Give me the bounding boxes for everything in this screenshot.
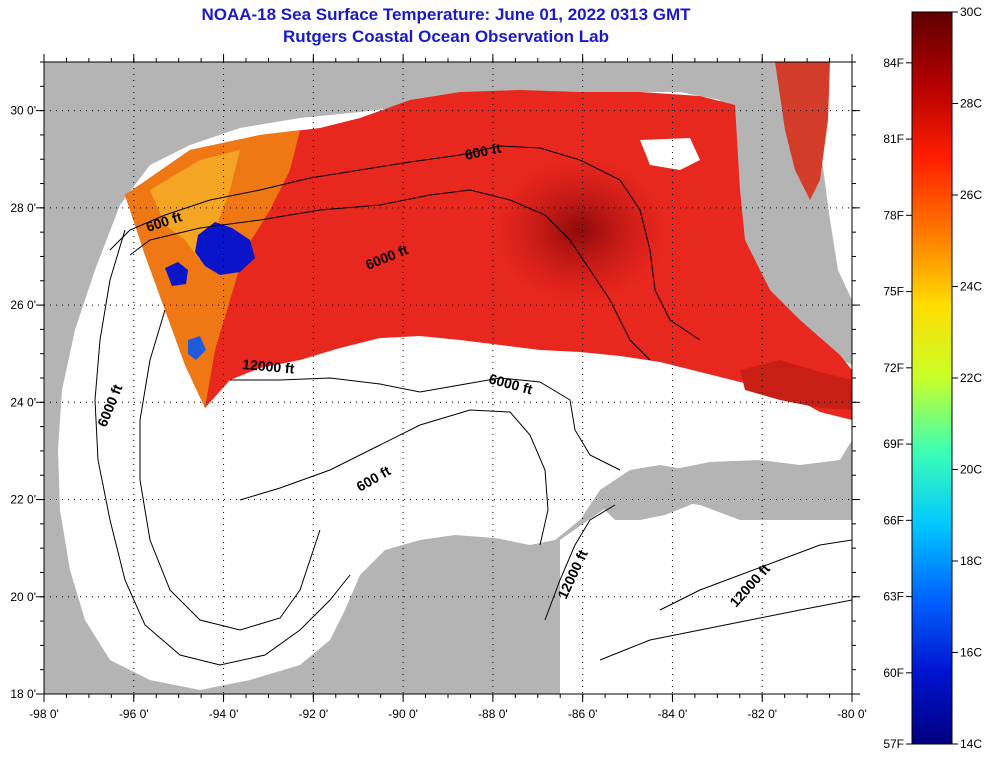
map-panel: 600 ft 600 ft 600 ft 6000 ft 6000 ft 600… (44, 62, 852, 694)
colorbar-c-label: 22C (960, 371, 982, 385)
isobath-campeche (239, 409, 549, 546)
y-tick-label: 28 0' (10, 201, 36, 215)
colorbar: 30C 28C 26C 24C 22C 20C 18C 16C 14C 84F 81F 78F 75F… (883, 5, 982, 751)
x-tick-label: -96 0' (119, 707, 149, 721)
y-tick-label: 22 0' (10, 493, 36, 507)
colorbar-f-label: 78F (883, 208, 904, 222)
colorbar-f-label: 60F (883, 666, 904, 680)
isobath-lines (94, 145, 852, 666)
y-tick-label: 18 0' (10, 687, 36, 701)
colorbar-c-label: 28C (960, 97, 982, 111)
colorbar-celsius-labels: 30C 28C 26C 24C 22C 20C 18C 16C 14C (952, 5, 982, 751)
colorbar-ramp (911, 11, 953, 745)
x-axis-labels: -98 0' -96 0' -94 0' -92 0' -90 0' -88 0' -86 … (29, 707, 867, 721)
loop-current-eddy (490, 155, 670, 305)
isobath-600-north (109, 145, 701, 341)
colorbar-f-label: 66F (883, 513, 904, 527)
colorbar-f-label: 75F (883, 285, 904, 299)
map-title-block: NOAA-18 Sea Surface Temperature: June 01… (40, 4, 852, 48)
sst-swath (125, 90, 852, 420)
y-tick-label: 26 0' (10, 298, 36, 312)
isobath-caribbean-2 (599, 599, 852, 661)
isobath-west-deep (139, 309, 321, 631)
x-tick-label: -92 0' (299, 707, 329, 721)
y-axis-labels: 18 0' 20 0' 22 0' 24 0' 26 0' 28 0' 30 0' (10, 104, 36, 701)
colorbar-f-label: 69F (883, 437, 904, 451)
colorbar-f-label: 81F (883, 132, 904, 146)
y-axis-ticks (36, 61, 860, 695)
colorbar-c-label: 16C (960, 646, 982, 660)
colorbar-c-label: 18C (960, 554, 982, 568)
caribbean-water (560, 500, 852, 694)
isobath-label: 12000 ft (242, 356, 296, 377)
x-tick-label: -80 0' (837, 707, 867, 721)
x-tick-label: -88 0' (478, 707, 508, 721)
x-tick-label: -82 0' (747, 707, 777, 721)
map-subtitle: Rutgers Coastal Ocean Observation Lab (283, 27, 609, 46)
isobath-yucatan-channel (544, 504, 616, 621)
colorbar-f-label: 84F (883, 56, 904, 70)
x-axis-ticks (43, 54, 853, 702)
atlantic-strip (822, 62, 852, 300)
colorbar-c-label: 20C (960, 463, 982, 477)
y-tick-label: 30 0' (10, 104, 36, 118)
y-tick-label: 20 0' (10, 590, 36, 604)
florida-coast-sst (775, 62, 830, 200)
map-title: NOAA-18 Sea Surface Temperature: June 01… (201, 5, 691, 24)
colorbar-f-label: 57F (883, 737, 904, 751)
x-tick-label: -84 0' (658, 707, 688, 721)
colorbar-c-label: 24C (960, 280, 982, 294)
isobath-label: 600 ft (463, 140, 502, 163)
colorbar-c-label: 30C (960, 5, 982, 19)
isobath-west-shelf (94, 229, 351, 666)
yucatan-land (345, 535, 545, 660)
isobath-caribbean (659, 539, 852, 611)
colorbar-f-label: 72F (883, 361, 904, 375)
x-tick-label: -94 0' (209, 707, 239, 721)
cold-patch-3 (188, 336, 206, 360)
x-tick-label: -86 0' (568, 707, 598, 721)
isobath-central (230, 377, 621, 471)
y-tick-label: 24 0' (10, 395, 36, 409)
cuba-land (600, 460, 852, 520)
cloud-gap (640, 138, 700, 170)
x-tick-label: -90 0' (388, 707, 418, 721)
cold-patch-2 (165, 262, 188, 286)
cold-patch-1 (195, 222, 255, 275)
colorbar-c-label: 26C (960, 188, 982, 202)
keys-sst (740, 360, 852, 410)
isobath-6000-inner (129, 189, 651, 361)
x-tick-label: -98 0' (29, 707, 59, 721)
colorbar-f-label: 63F (883, 590, 904, 604)
colorbar-fahrenheit-labels: 84F 81F 78F 75F 72F 69F 66F 63F 60F 57F (883, 56, 912, 751)
colorbar-c-label: 14C (960, 737, 982, 751)
